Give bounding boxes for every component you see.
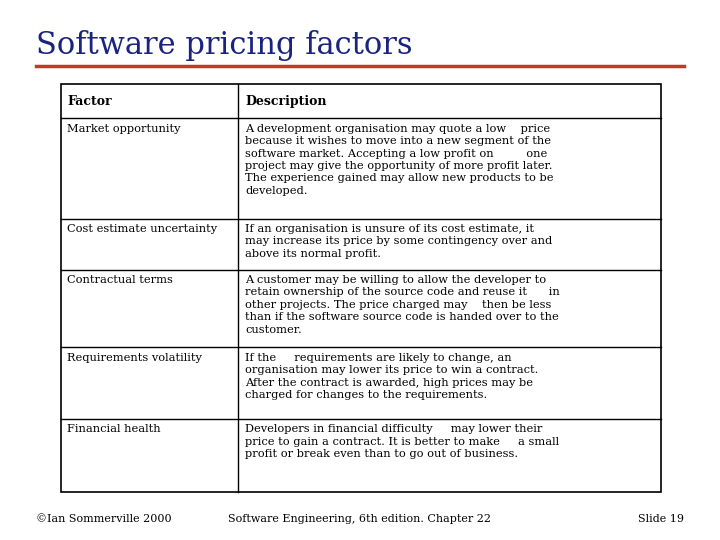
Text: A customer may be willing to allow the developer to
retain ownership of the sour: A customer may be willing to allow the d…: [246, 275, 560, 335]
Text: Software Engineering, 6th edition. Chapter 22: Software Engineering, 6th edition. Chapt…: [228, 515, 492, 524]
Text: ©Ian Sommerville 2000: ©Ian Sommerville 2000: [36, 515, 171, 524]
Text: If an organisation is unsure of its cost estimate, it
may increase its price by : If an organisation is unsure of its cost…: [246, 224, 552, 259]
Text: Financial health: Financial health: [67, 424, 161, 434]
Text: A development organisation may quote a low    price
because it wishes to move in: A development organisation may quote a l…: [246, 124, 554, 196]
Text: Cost estimate uncertainty: Cost estimate uncertainty: [67, 224, 217, 234]
Text: Factor: Factor: [67, 94, 112, 107]
Text: Market opportunity: Market opportunity: [67, 124, 181, 134]
Bar: [61, 84, 661, 492]
Text: Developers in financial difficulty     may lower their
price to gain a contract.: Developers in financial difficulty may l…: [246, 424, 559, 459]
Text: Contractual terms: Contractual terms: [67, 275, 173, 285]
Text: Description: Description: [246, 94, 327, 107]
Text: Software pricing factors: Software pricing factors: [36, 30, 413, 60]
Text: Requirements volatility: Requirements volatility: [67, 353, 202, 363]
Text: Slide 19: Slide 19: [638, 515, 684, 524]
Text: If the     requirements are likely to change, an
organisation may lower its pric: If the requirements are likely to change…: [246, 353, 539, 400]
